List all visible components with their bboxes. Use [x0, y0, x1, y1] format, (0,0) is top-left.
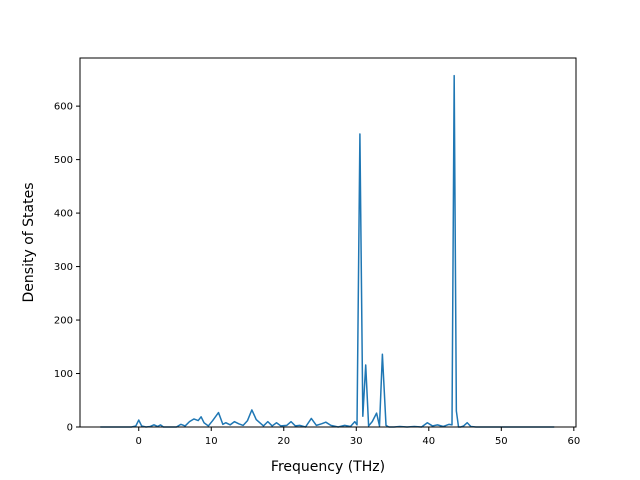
y-tick-label: 0 [67, 423, 73, 434]
y-tick-label: 100 [54, 369, 73, 380]
y-axis-label: Density of States [21, 183, 37, 303]
x-axis-label: Frequency (THz) [271, 459, 385, 475]
y-axis-ticks: 0 100 200 300 400 500 600 [54, 102, 80, 434]
x-tick-label: 20 [277, 436, 290, 447]
y-tick-label: 500 [54, 155, 73, 166]
dos-series-line [100, 74, 555, 428]
y-tick-label: 400 [54, 209, 73, 220]
y-tick-label: 300 [54, 262, 73, 273]
x-tick-label: 40 [422, 436, 435, 447]
x-tick-label: 30 [350, 436, 363, 447]
y-tick-label: 200 [54, 316, 73, 327]
x-axis-ticks: 0 10 20 30 40 50 60 [136, 427, 580, 447]
plot-area [100, 74, 555, 428]
x-tick-label: 60 [567, 436, 580, 447]
y-tick-label: 600 [54, 102, 73, 113]
x-tick-label: 0 [136, 436, 142, 447]
axes-frame [79, 57, 577, 428]
x-tick-label: 50 [495, 436, 508, 447]
x-tick-label: 10 [205, 436, 218, 447]
